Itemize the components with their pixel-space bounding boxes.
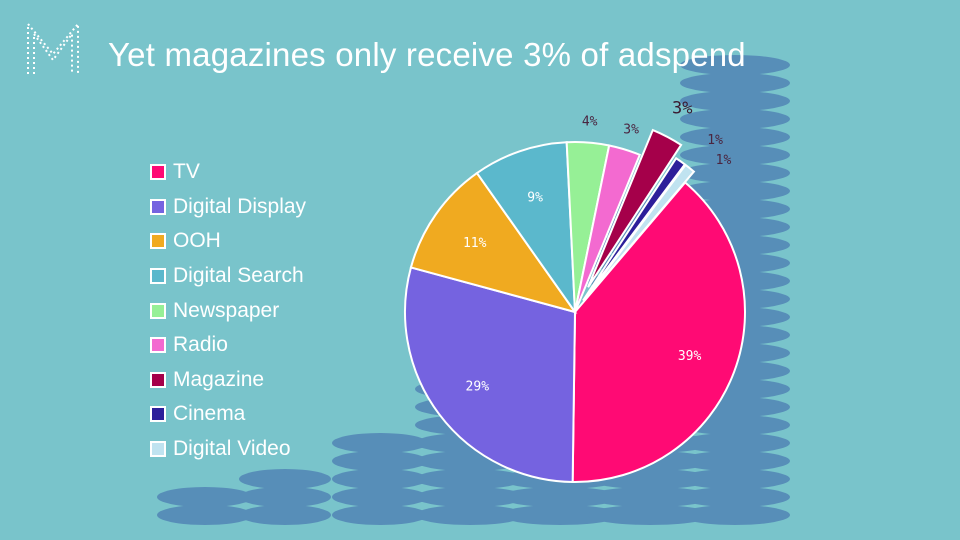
legend-item: Cinema	[150, 397, 306, 432]
legend-label: Digital Display	[173, 194, 307, 218]
coin	[500, 505, 620, 525]
coin	[157, 487, 253, 507]
data-label: 1%	[716, 153, 732, 168]
coin	[239, 487, 331, 507]
legend-label: Newspaper	[173, 298, 280, 322]
coin	[415, 469, 525, 489]
coin	[680, 55, 790, 75]
legend-item: Digital Video	[150, 432, 306, 467]
data-label: 39%	[678, 349, 702, 364]
legend-swatch	[150, 441, 166, 458]
legend-label: OOH	[173, 229, 221, 253]
coin	[332, 433, 428, 453]
brand-logo-icon	[27, 21, 79, 74]
pie-slice-digital-search	[475, 141, 577, 316]
coin	[588, 505, 712, 525]
coin	[680, 451, 790, 471]
legend-label: TV	[173, 160, 200, 184]
coin	[415, 505, 525, 525]
coin	[157, 505, 253, 525]
legend-label: Cinema	[173, 402, 246, 426]
legend-label: Digital Search	[173, 264, 304, 288]
slide-title: Yet magazines only receive 3% of adspend	[108, 36, 746, 73]
coin	[680, 487, 790, 507]
coin	[680, 127, 790, 147]
coin	[332, 487, 428, 507]
coin	[500, 487, 620, 507]
data-label: 1%	[707, 133, 723, 148]
coin	[332, 505, 428, 525]
legend-label: Magazine	[173, 367, 265, 391]
data-label: 29%	[466, 380, 490, 395]
pie-slice-magazine	[587, 128, 683, 288]
legend-item: Digital Search	[150, 259, 306, 294]
legend-item: Magazine	[150, 363, 306, 398]
pie-slice-digital-video	[582, 163, 696, 302]
data-label: 11%	[463, 236, 487, 251]
data-label: 9%	[527, 190, 543, 205]
coin	[680, 163, 790, 183]
legend-swatch	[150, 164, 166, 181]
coin	[239, 469, 331, 489]
coin	[680, 505, 790, 525]
coin	[680, 73, 790, 93]
legend-swatch	[150, 198, 166, 215]
data-label: 3%	[672, 99, 692, 119]
coin	[332, 469, 428, 489]
pie-slice-tv	[571, 181, 746, 483]
coin	[680, 181, 790, 201]
coin	[680, 145, 790, 165]
pie-slice-ooh	[409, 171, 578, 314]
coin	[415, 487, 525, 507]
legend-item: OOH	[150, 224, 306, 259]
chart-legend: TV Digital Display OOH Digital Search Newspa…	[150, 155, 306, 466]
data-label: 3%	[623, 122, 639, 137]
legend-swatch	[150, 302, 166, 319]
legend-item: TV	[150, 155, 306, 190]
legend-swatch	[150, 406, 166, 423]
pie-slice-radio	[574, 144, 642, 313]
legend-item: Newspaper	[150, 293, 306, 328]
coin	[680, 109, 790, 129]
legend-swatch	[150, 268, 166, 285]
legend-label: Radio	[173, 333, 228, 357]
coin	[680, 433, 790, 453]
legend-label: Digital Video	[173, 437, 291, 461]
coin	[239, 505, 331, 525]
legend-swatch	[150, 371, 166, 388]
legend-swatch	[150, 233, 166, 250]
pie-slice-digital-display	[404, 266, 577, 483]
legend-item: Digital Display	[150, 190, 306, 225]
coin	[588, 487, 712, 507]
coin	[680, 91, 790, 111]
legend-swatch	[150, 337, 166, 354]
legend-item: Radio	[150, 328, 306, 363]
coin	[680, 469, 790, 489]
data-label: 4%	[582, 115, 598, 130]
coin	[332, 451, 428, 471]
